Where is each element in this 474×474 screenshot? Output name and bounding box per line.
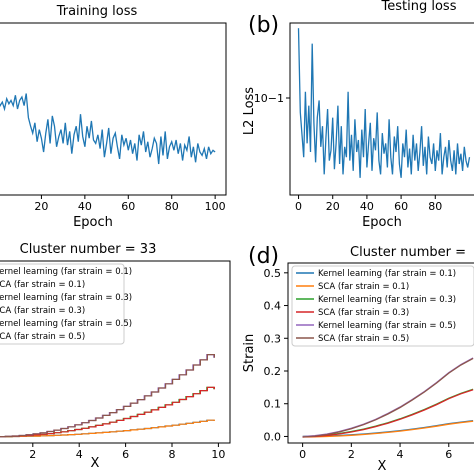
- panel-c-legend-entry: SCA (far strain = 0.1): [0, 280, 85, 290]
- panel-c-series-group: [0, 354, 215, 438]
- panel-b-x-tick-label: 20: [326, 200, 340, 213]
- panel-d-legend-entry: SCA (far strain = 0.3): [318, 308, 409, 318]
- panel-a-x-tick-label: 20: [34, 200, 48, 213]
- panel-d-series-line: [302, 357, 474, 438]
- panel-c-title: Cluster number = 33: [20, 242, 157, 257]
- panel-d-title: Cluster number =: [350, 245, 466, 260]
- panel-b-x-tick-label: 40: [360, 200, 374, 213]
- panel-b-x-tick-label: 80: [428, 200, 442, 213]
- panel-a-x-ticks: 20 40 60 80 100: [34, 195, 226, 213]
- panel-b-x-tick-label: 0: [295, 200, 302, 213]
- panel-d-x-tick-label: 6: [445, 448, 452, 461]
- panel-d-series-line: [302, 389, 474, 438]
- panel-b-label: (b): [248, 13, 279, 38]
- panel-d-x-label: X: [378, 459, 387, 474]
- panel-c-x-ticks: 2 4 6 8 10: [29, 443, 225, 461]
- panel-c-x-tick-label: 8: [169, 448, 176, 461]
- panel-c-x-tick-label: 4: [76, 448, 83, 461]
- panel-c-x-tick-label: 10: [211, 448, 225, 461]
- panel-c-series-line: [0, 386, 215, 438]
- panel-b-title: Testing loss: [381, 0, 457, 14]
- panel-d-x-tick-label: 4: [397, 448, 404, 461]
- panel-c-series-line: [0, 419, 215, 438]
- panel-b-x-tick-label: 60: [394, 200, 408, 213]
- panel-c-axes-frame: [0, 260, 231, 444]
- panel-d-y-label: Strain: [242, 334, 257, 373]
- panel-b-y-tick-label: 10−1: [254, 92, 284, 105]
- panel-d-label: (d): [248, 244, 279, 269]
- panel-d-y-tick-label: 0.5: [264, 267, 282, 280]
- panel-b-series-line: [297, 28, 471, 178]
- panel-a-x-tick-label: 60: [121, 200, 135, 213]
- panel-c-series-line: [0, 354, 215, 438]
- panel-a-title: Training loss: [56, 4, 138, 19]
- panel-c-legend-entry: SCA (far strain = 0.5): [0, 332, 85, 342]
- panel-a-x-label: Epoch: [73, 215, 113, 230]
- panel-d-x-tick-label: 0: [299, 448, 306, 461]
- panel-c-legend-entry: Kernel learning (far strain = 0.1): [0, 267, 132, 277]
- panel-d-legend-entry: Kernel learning (far strain = 0.5): [318, 321, 456, 331]
- panel-d-y-tick-label: 0.0: [264, 430, 282, 443]
- panel-b-x-ticks: 0 20 40 60 80: [295, 195, 442, 213]
- panel-a: Training loss 20 40 60 80 100 Epoch: [0, 4, 227, 230]
- panel-d-legend-entry: Kernel learning (far strain = 0.3): [318, 295, 456, 305]
- panel-c-legend-entry: SCA (far strain = 0.3): [0, 306, 85, 316]
- panel-c-x-label: X: [91, 456, 100, 471]
- panel-d: (d) Cluster number = Strain 0.0 0.1 0.2 0.3…: [242, 244, 474, 474]
- panel-a-axes-frame: [0, 22, 227, 196]
- panel-d-axes-frame: [287, 262, 474, 444]
- panel-c: Cluster number = 33 2 4 6 8 10 Kernel learni…: [0, 242, 231, 471]
- panel-a-series-line: [0, 93, 216, 165]
- panel-d-x-tick-label: 2: [348, 448, 355, 461]
- panel-c-legend-entry: Kernel learning (far strain = 0.5): [0, 319, 132, 329]
- panel-d-y-tick-label: 0.3: [264, 332, 282, 345]
- panel-b-y-label: L2 Loss: [242, 87, 257, 135]
- panel-b: (b) Testing loss L2 Loss 10−1 0 20 40 60 80 …: [242, 0, 474, 230]
- panel-b-axes-frame: [289, 22, 474, 196]
- panel-a-x-tick-label: 40: [78, 200, 92, 213]
- panel-c-legend: Kernel learning (far strain = 0.1) SCA (…: [0, 263, 132, 345]
- panel-d-y-tick-label: 0.1: [264, 398, 282, 411]
- panel-d-legend-entry: SCA (far strain = 0.5): [318, 334, 409, 344]
- panel-d-legend-entry: SCA (far strain = 0.1): [318, 282, 409, 292]
- panel-d-y-tick-label: 0.4: [264, 300, 282, 313]
- panel-c-legend-frame: [0, 263, 125, 345]
- panel-d-y-tick-label: 0.2: [264, 365, 282, 378]
- panel-d-y-ticks: 0.0 0.1 0.2 0.3 0.4 0.5: [264, 267, 288, 443]
- panel-d-series-group: [302, 357, 474, 438]
- panel-d-legend-frame: [291, 265, 474, 347]
- panel-a-x-tick-label: 80: [165, 200, 179, 213]
- panel-c-x-tick-label: 2: [29, 448, 36, 461]
- panel-c-legend-entry: Kernel learning (far strain = 0.3): [0, 293, 132, 303]
- panel-c-series-line: [0, 386, 215, 438]
- panel-d-x-ticks: 0 2 4 6: [299, 443, 452, 461]
- panel-d-legend: Kernel learning (far strain = 0.1) SCA (…: [291, 265, 474, 347]
- panel-c-x-tick-label: 6: [122, 448, 129, 461]
- panel-b-x-label: Epoch: [362, 215, 402, 230]
- panel-d-series-line: [302, 420, 474, 438]
- panel-a-x-tick-label: 100: [205, 200, 226, 213]
- panel-d-legend-entry: Kernel learning (far strain = 0.1): [318, 269, 456, 279]
